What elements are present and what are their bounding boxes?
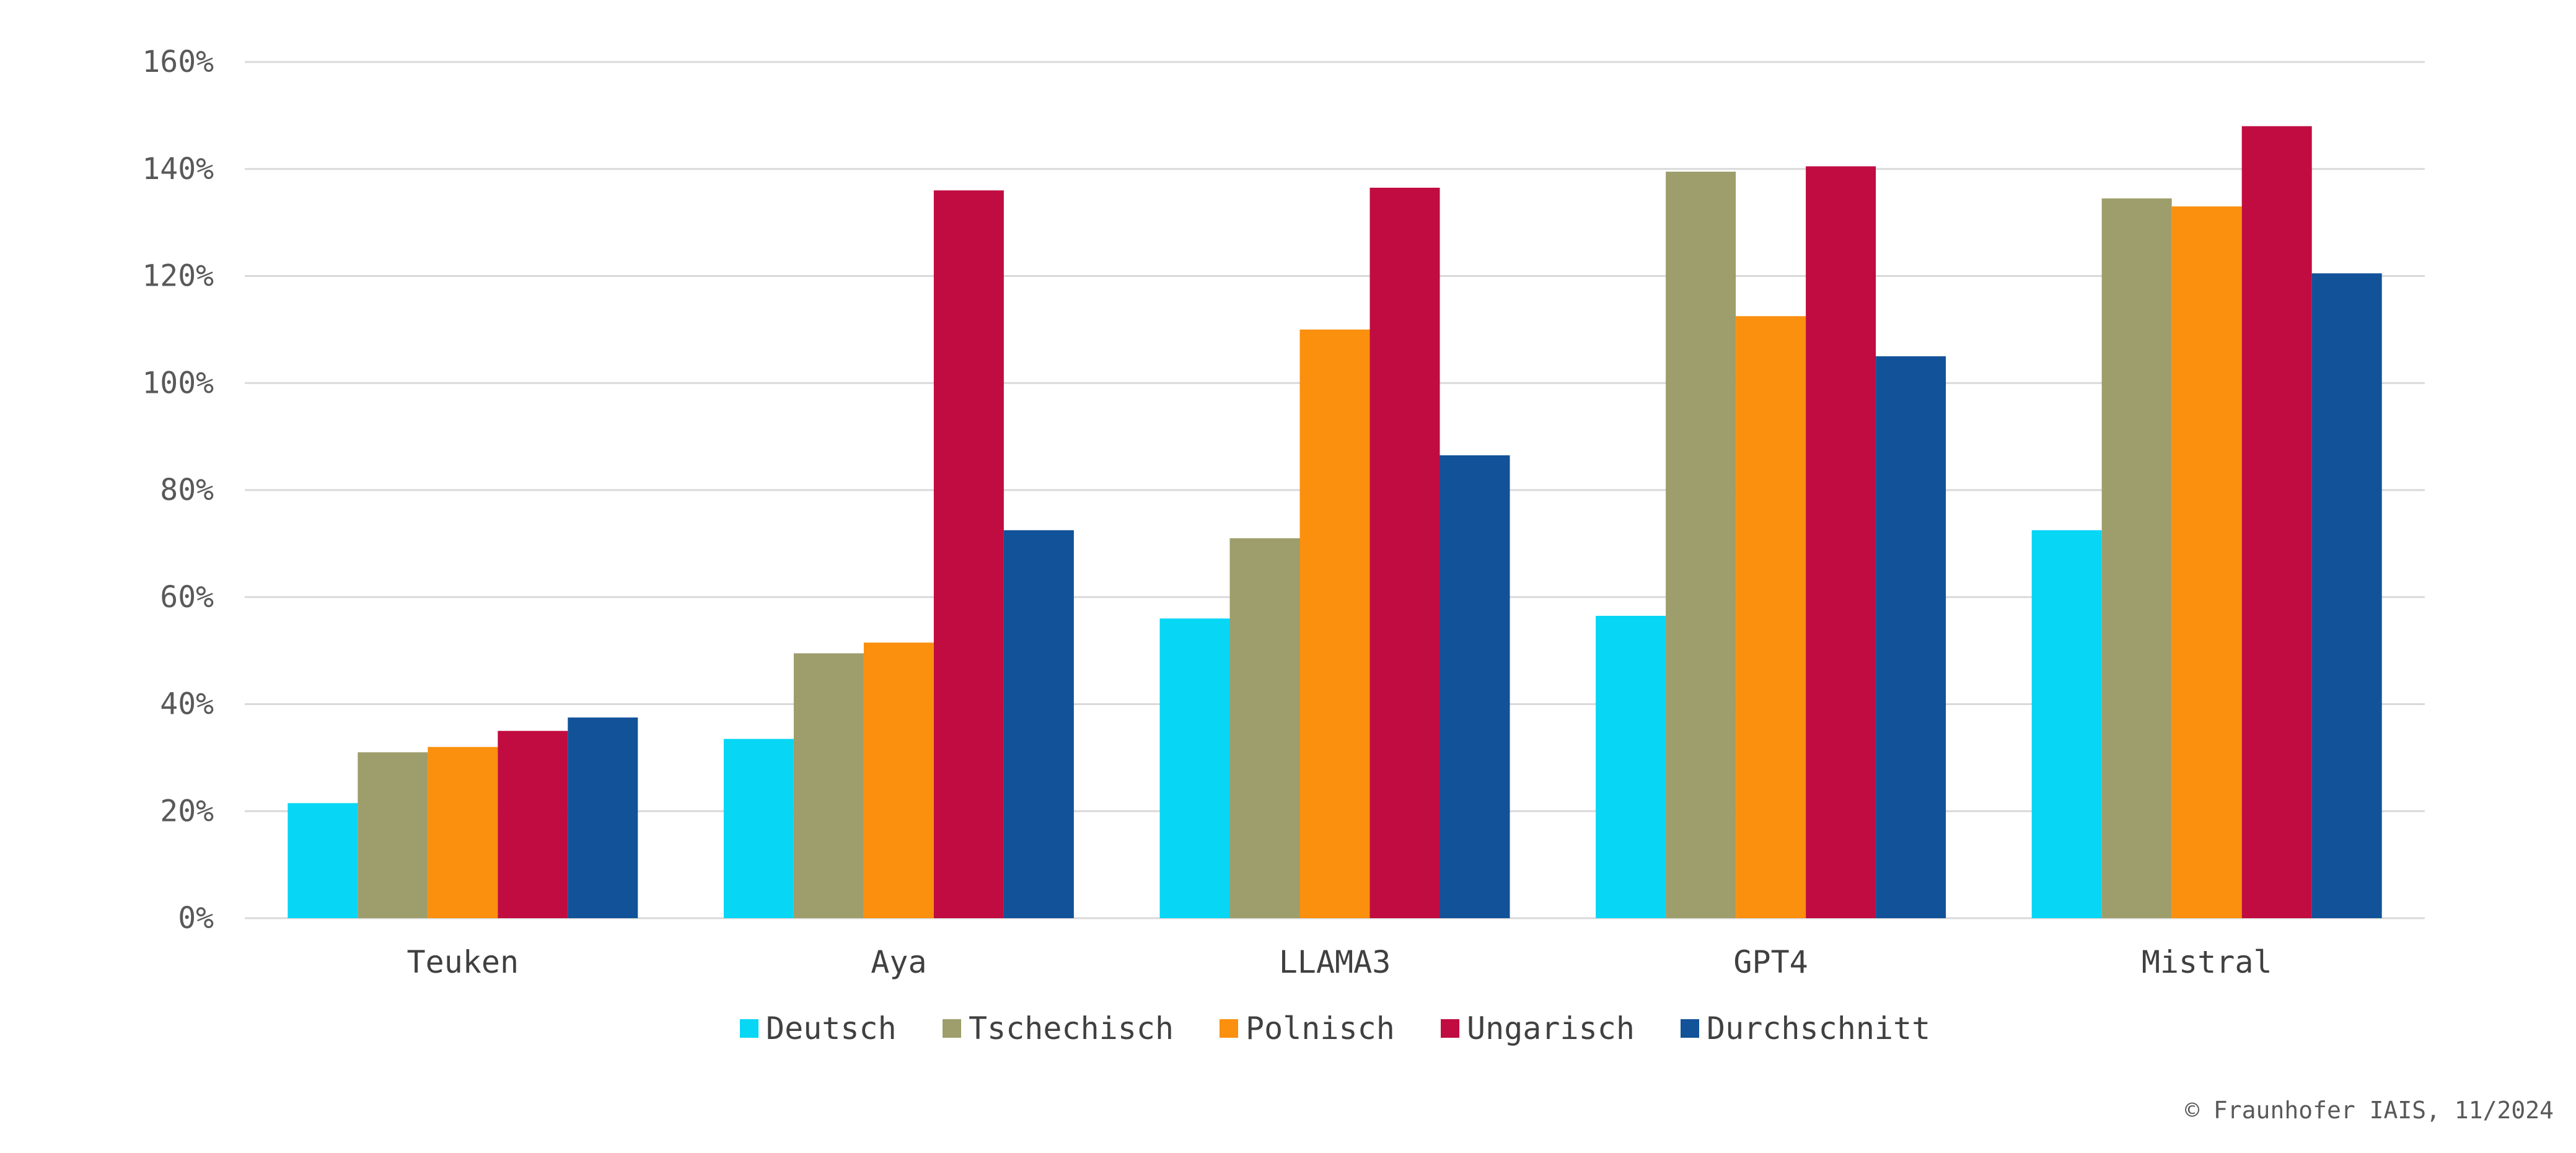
bar-ungarisch-llama3	[1369, 187, 1440, 919]
legend-label: Deutsch	[766, 1011, 897, 1046]
bar-deutsch-aya	[723, 739, 794, 918]
y-tick-label: 40%	[160, 687, 214, 722]
legend-swatch	[943, 1019, 961, 1038]
legend-label: Ungarisch	[1467, 1011, 1635, 1046]
legend-swatch	[740, 1019, 758, 1038]
legend-swatch	[1220, 1019, 1238, 1038]
bar-tschechisch-mistral	[2101, 198, 2172, 919]
legend-swatch	[1681, 1019, 1699, 1038]
y-tick-label: 120%	[142, 259, 214, 294]
legend-item: Polnisch	[1220, 1011, 1395, 1046]
y-tick-label: 80%	[160, 473, 214, 507]
legend-item: Tschechisch	[943, 1011, 1174, 1046]
bar-deutsch-gpt4	[1596, 615, 1666, 918]
legend-item: Durchschnitt	[1681, 1011, 1930, 1046]
legend-label: Durchschnitt	[1707, 1011, 1930, 1046]
bar-ungarisch-teuken	[498, 730, 568, 918]
x-category-label: LLAMA3	[1279, 944, 1391, 980]
bar-durchschnitt-teuken	[568, 717, 638, 918]
y-tick-label: 20%	[160, 794, 214, 828]
legend-item: Ungarisch	[1441, 1011, 1635, 1046]
legend: Deutsch Tschechisch Polnisch Ungarisch Durch…	[740, 1011, 1930, 1046]
bar-tschechisch-gpt4	[1666, 172, 1736, 919]
x-category-label: GPT4	[1733, 944, 1808, 980]
bar-durchschnitt-gpt4	[1876, 356, 1946, 918]
x-category-label: Mistral	[2142, 944, 2272, 980]
bar-durchschnitt-mistral	[2311, 273, 2382, 918]
y-tick-label: 60%	[160, 580, 214, 615]
x-category-label: Aya	[871, 944, 926, 980]
legend-label: Tschechisch	[969, 1011, 1174, 1046]
bar-ungarisch-aya	[933, 190, 1004, 918]
bar-deutsch-mistral	[2031, 530, 2102, 918]
bar-durchschnitt-aya	[1003, 530, 1074, 918]
y-tick-label: 100%	[142, 366, 214, 400]
bar-ungarisch-gpt4	[1806, 166, 1876, 918]
copyright-note: © Fraunhofer IAIS, 11/2024	[2185, 1097, 2554, 1124]
bar-polnisch-gpt4	[1736, 316, 1806, 918]
bars	[288, 126, 2382, 919]
y-tick-label: 0%	[178, 901, 214, 936]
bar-polnisch-llama3	[1299, 329, 1370, 918]
y-tick-label: 140%	[142, 152, 214, 186]
x-category-label: Teuken	[407, 944, 519, 980]
bar-tschechisch-teuken	[358, 752, 428, 918]
x-axis-category-labels: Teuken Aya LLAMA3 GPT4 Mistral	[407, 944, 2272, 980]
bar-deutsch-teuken	[288, 803, 358, 918]
y-axis-tick-labels: 0% 20% 40% 60% 80% 100% 120% 140% 160%	[142, 45, 214, 936]
legend-item: Deutsch	[740, 1011, 897, 1046]
bar-tschechisch-aya	[793, 653, 864, 918]
bar-durchschnitt-llama3	[1440, 455, 1510, 918]
bar-deutsch-llama3	[1159, 618, 1230, 918]
bar-polnisch-mistral	[2171, 206, 2242, 918]
bar-polnisch-aya	[863, 642, 934, 918]
bar-polnisch-teuken	[428, 747, 498, 918]
y-tick-label: 160%	[142, 45, 214, 79]
bar-ungarisch-mistral	[2241, 126, 2312, 918]
legend-swatch	[1441, 1019, 1459, 1038]
legend-label: Polnisch	[1246, 1011, 1395, 1046]
bar-tschechisch-llama3	[1229, 538, 1300, 918]
